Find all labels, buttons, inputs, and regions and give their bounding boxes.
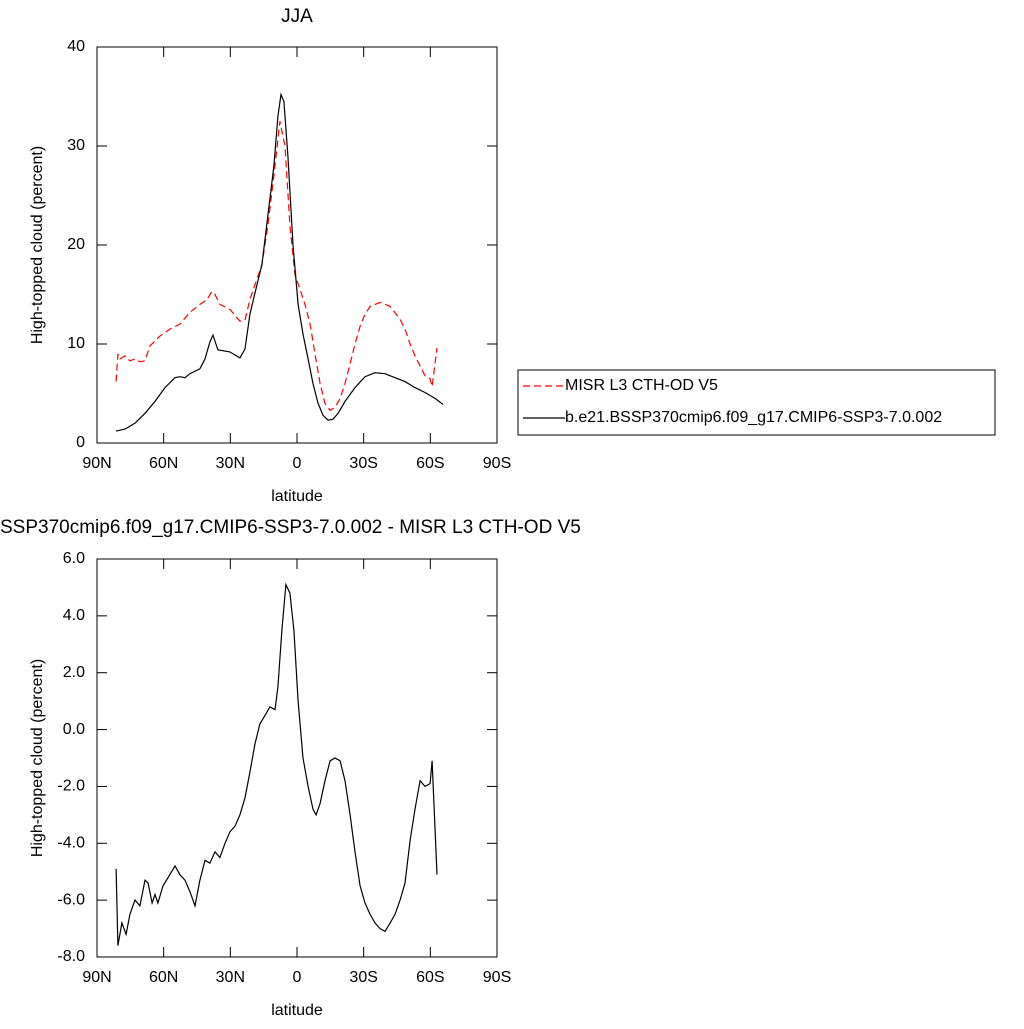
y-tick-label: -4.0: [57, 835, 85, 852]
data-line: [115, 582, 438, 946]
y-tick-label: 40: [67, 38, 85, 55]
y-tick-label: 0: [76, 434, 85, 451]
x-tick-label: 0: [293, 969, 302, 986]
x-tick-label: 90N: [82, 969, 111, 986]
y-tick-label: 30: [67, 137, 85, 154]
y-tick-label: 2.0: [63, 664, 85, 681]
data-line: [115, 121, 438, 412]
y-tick-label: 0.0: [63, 721, 85, 738]
y-tick-label: -6.0: [57, 891, 85, 908]
legend-label: MISR L3 CTH-OD V5: [565, 377, 718, 394]
x-axis-label: latitude: [271, 1002, 323, 1019]
y-tick-label: 6.0: [63, 550, 85, 567]
plot-frame: [96, 558, 498, 958]
x-tick-label: 90S: [483, 969, 511, 986]
y-axis-label: High-topped cloud (percent): [29, 659, 46, 857]
x-tick-label: 30N: [216, 455, 245, 472]
y-tick-label: -2.0: [57, 778, 85, 795]
data-line: [115, 92, 444, 432]
y-tick-label: 20: [67, 236, 85, 253]
x-axis-label: latitude: [271, 488, 323, 505]
legend-label: b.e21.BSSP370cmip6.f09_g17.CMIP6-SSP3-7.…: [565, 409, 942, 426]
y-axis-label: High-topped cloud (percent): [29, 146, 46, 344]
x-tick-label: 30N: [216, 969, 245, 986]
x-tick-label: 30S: [349, 455, 377, 472]
x-tick-label: 90N: [82, 455, 111, 472]
x-tick-label: 30S: [349, 969, 377, 986]
x-tick-label: 60N: [149, 969, 178, 986]
x-tick-label: 0: [293, 455, 302, 472]
chart-title: SSP370cmip6.f09_g17.CMIP6-SSP3-7.0.002 -…: [0, 517, 581, 538]
x-tick-label: 60S: [416, 969, 444, 986]
x-tick-label: 90S: [483, 455, 511, 472]
chart-title: JJA: [281, 6, 313, 27]
y-tick-label: 10: [67, 335, 85, 352]
x-tick-label: 60S: [416, 455, 444, 472]
plot-frame: [96, 46, 498, 444]
y-tick-label: 4.0: [63, 607, 85, 624]
y-tick-label: -8.0: [57, 948, 85, 965]
legend-box: [517, 369, 996, 436]
x-tick-label: 60N: [149, 455, 178, 472]
